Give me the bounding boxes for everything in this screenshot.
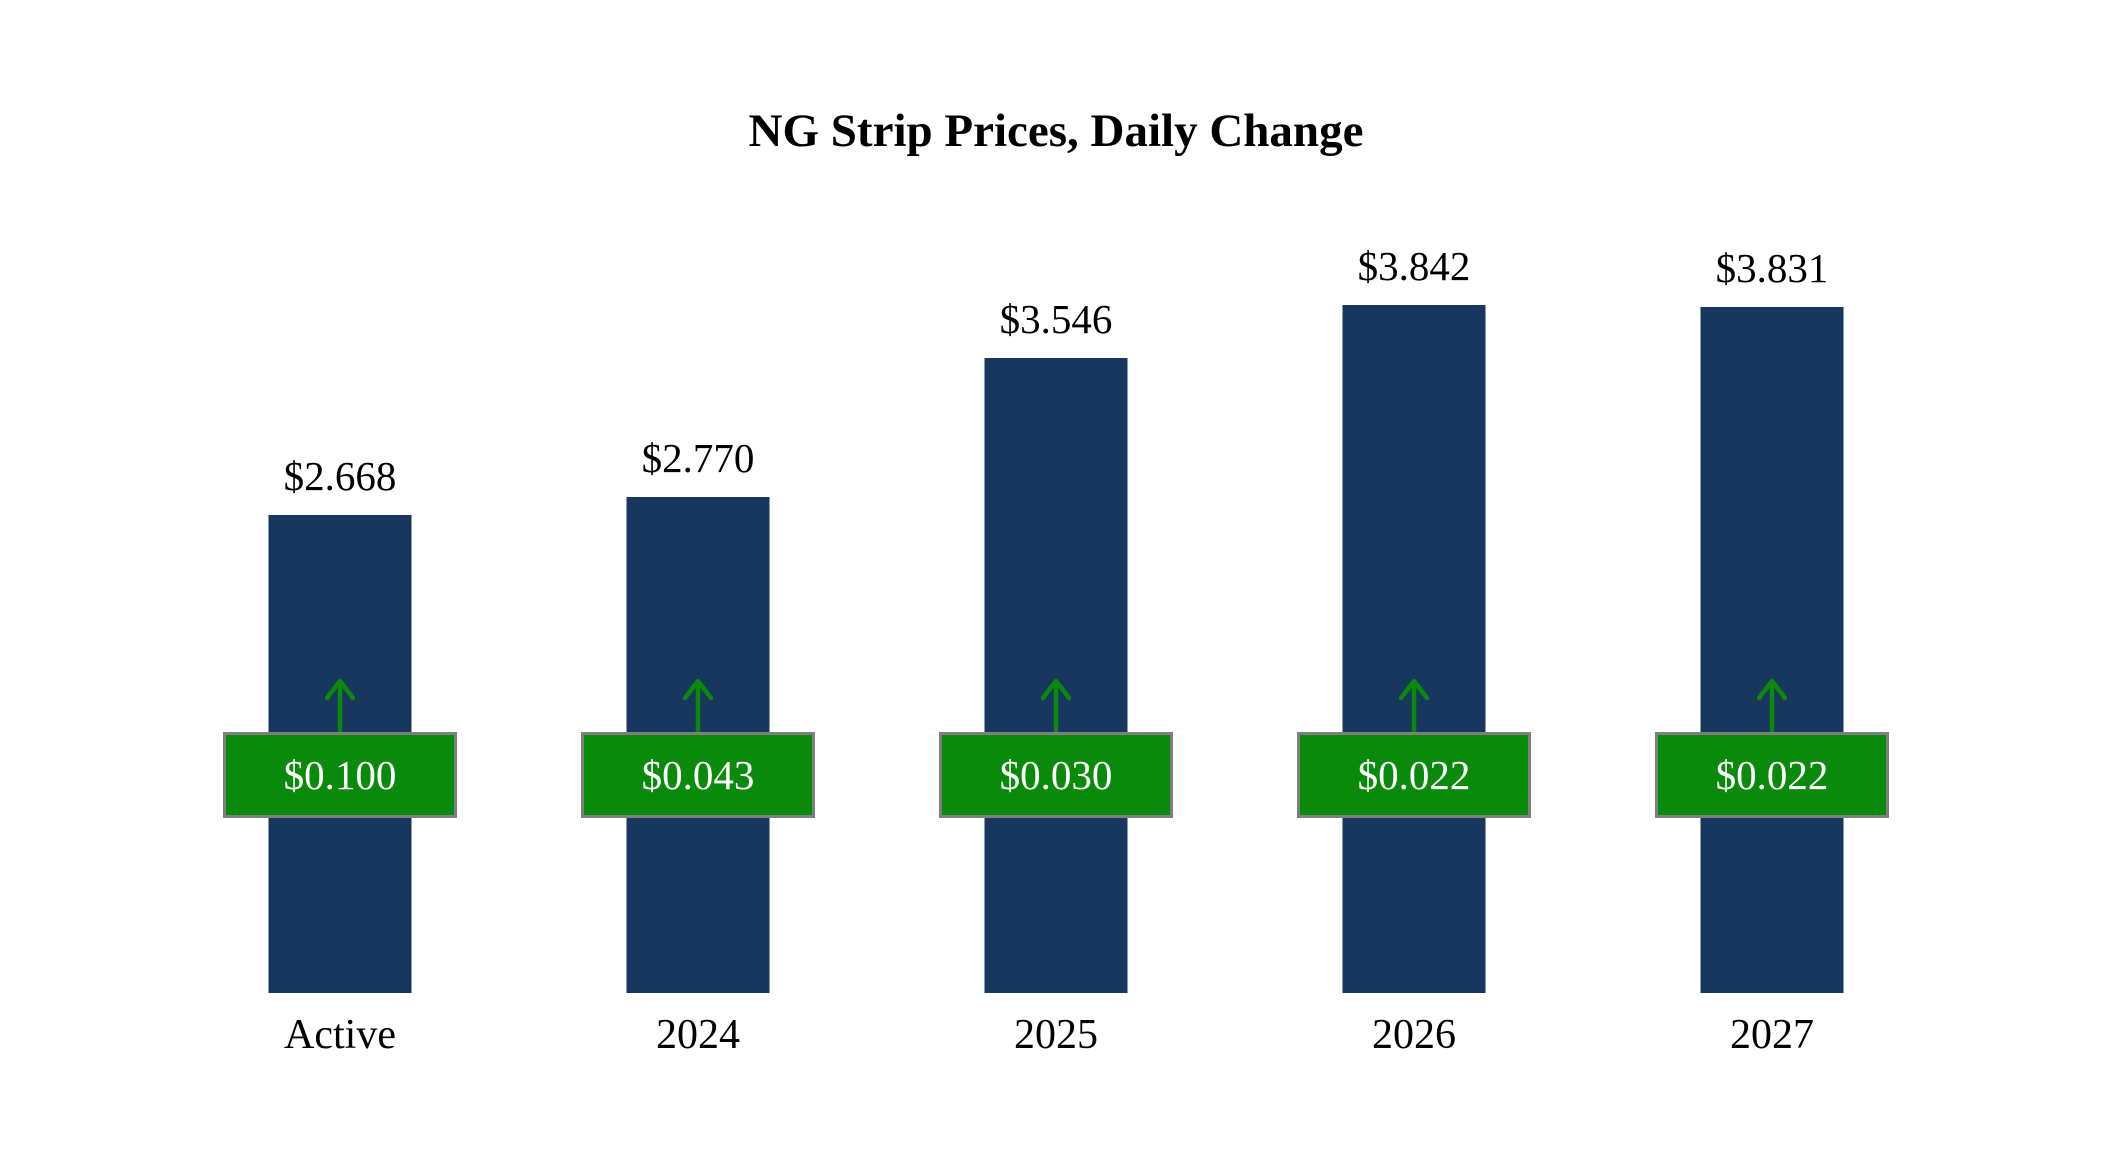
daily-change-badge: $0.100	[223, 732, 457, 818]
daily-change-badge: $0.030	[939, 732, 1173, 818]
value-label: $3.842	[1357, 242, 1471, 289]
bar-column: $3.546 $0.030 2025	[877, 200, 1235, 1058]
up-arrow-icon	[1754, 678, 1790, 734]
value-label: $2.770	[641, 434, 755, 481]
category-label: 2024	[656, 1012, 740, 1058]
daily-change-badge: $0.043	[581, 732, 815, 818]
value-label: $3.546	[999, 295, 1113, 342]
price-bar	[1700, 307, 1844, 993]
up-arrow-icon	[322, 678, 358, 734]
value-label: $3.831	[1715, 244, 1829, 291]
daily-change-badge: $0.022	[1297, 732, 1531, 818]
bar-column: $3.842 $0.022 2026	[1235, 200, 1593, 1058]
category-label: 2027	[1730, 1012, 1814, 1058]
category-label: 2025	[1014, 1012, 1098, 1058]
chart-title: NG Strip Prices, Daily Change	[748, 105, 1364, 157]
category-label: Active	[284, 1012, 396, 1058]
bar-column: $3.831 $0.022 2027	[1593, 200, 1951, 1058]
price-bar	[1342, 305, 1486, 993]
bar-chart-plot-area: $2.668 $0.100 Active $2.770 $0.043 2024 $3.546…	[0, 200, 2112, 1058]
category-label: 2026	[1372, 1012, 1456, 1058]
bar-column: $2.668 $0.100 Active	[161, 200, 519, 1058]
bar-column: $2.770 $0.043 2024	[519, 200, 877, 1058]
daily-change-badge: $0.022	[1655, 732, 1889, 818]
value-label: $2.668	[283, 452, 397, 499]
up-arrow-icon	[1038, 678, 1074, 734]
up-arrow-icon	[680, 678, 716, 734]
up-arrow-icon	[1396, 678, 1432, 734]
price-bar	[984, 358, 1128, 993]
